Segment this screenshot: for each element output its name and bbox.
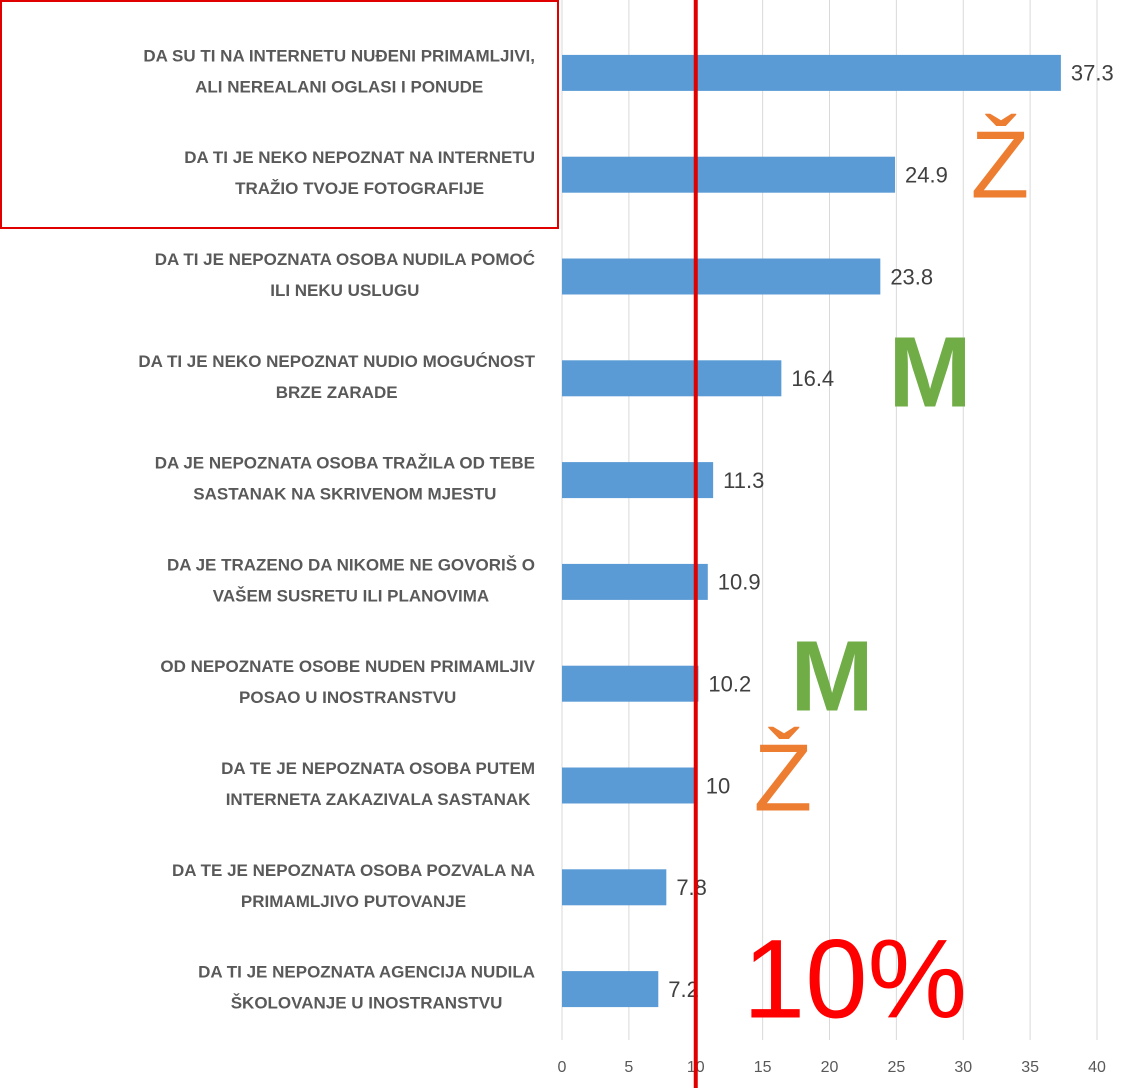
x-tick-label: 0 [558,1059,567,1076]
highlight-box [0,0,559,229]
bar [562,971,659,1008]
bar [562,54,1061,91]
value-label: 11.3 [723,468,764,493]
value-label: 16.4 [791,366,834,391]
x-tick-label: 30 [954,1059,972,1076]
value-label: 23.8 [890,264,933,289]
annotation: Ž [754,724,813,831]
bar [562,869,667,906]
bar [562,156,896,193]
annotation: M [888,316,971,428]
value-label: 10.2 [708,672,751,697]
x-tick-label: 5 [624,1059,633,1076]
category-label: DA JE TRAZENO DA NIKOME NE GOVORIŠ O VAŠE… [167,556,535,606]
bar [562,665,699,702]
bar [562,563,708,600]
category-label: DA TI JE NEKO NEPOZNAT NUDIO MOGUĆNOST BR… [138,352,535,402]
category-label: DA TE JE NEPOZNATA OSOBA PUTEM INTERNETA … [221,759,535,809]
bar [562,462,714,499]
value-label: 10 [706,773,730,798]
annotation: Ž [971,111,1030,218]
category-label: DA TI JE NEPOZNATA OSOBA NUDILA POMOĆ ILI… [155,250,535,300]
x-tick-label: 15 [754,1059,772,1076]
value-label: 10.9 [718,570,761,595]
category-label: DA SU TI NA INTERNETU NUĐENI PRIMAMLJIVI… [143,47,535,97]
x-tick-label: 25 [887,1059,905,1076]
category-label: DA TE JE NEPOZNATA OSOBA POZVALA NA PRIMA… [172,861,535,911]
value-label: 24.9 [905,163,948,188]
category-label: OD NEPOZNATE OSOBE NUDEN PRIMAMLJIV POSAO… [160,658,535,708]
bar [562,258,881,295]
category-label: DA JE NEPOZNATA OSOBA TRAŽILA OD TEBE SAS… [155,454,535,504]
category-label: DA TI JE NEPOZNATA AGENCIJA NUDILA ŠKOLOV… [198,963,535,1013]
x-tick-label: 20 [821,1059,839,1076]
value-label: 37.3 [1071,61,1114,86]
value-label: 7.8 [676,875,707,900]
bar [562,767,696,804]
annotation: M [790,620,873,732]
category-label: DA TI JE NEKO NEPOZNAT NA INTERNETU TRAŽI… [184,149,535,199]
bar [562,360,782,397]
annotation: 10% [743,917,967,1042]
x-tick-label: 40 [1088,1059,1106,1076]
x-tick-label: 35 [1021,1059,1039,1076]
